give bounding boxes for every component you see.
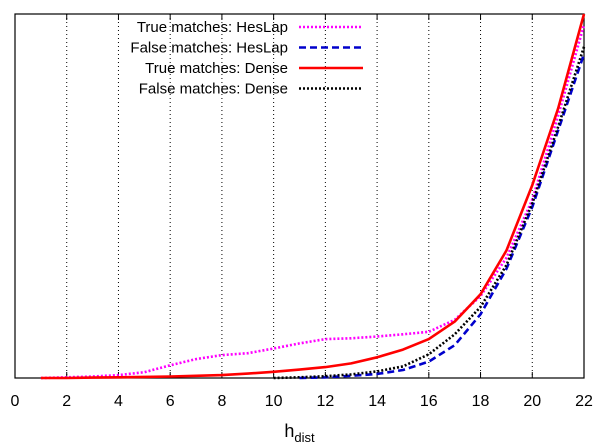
x-tick-label-16: 16: [420, 393, 438, 410]
x-tick-label-8: 8: [217, 393, 226, 410]
x-tick-label-14: 14: [368, 393, 386, 410]
legend-label-2: False matches: HesLap: [130, 40, 288, 57]
x-axis-title: hdist: [284, 421, 315, 445]
x-tick-label-6: 6: [166, 393, 175, 410]
x-axis-title-subscript: dist: [294, 430, 315, 445]
series-line-3: [40, 13, 586, 380]
x-tick-label-4: 4: [114, 393, 123, 410]
x-tick-label-10: 10: [265, 393, 283, 410]
x-tick-label-0: 0: [11, 393, 20, 410]
legend-label-1: True matches: HesLap: [137, 19, 288, 36]
series-line-1: [40, 24, 586, 380]
x-tick-label-18: 18: [472, 393, 490, 410]
x-tick-label-20: 20: [523, 393, 541, 410]
legend-label-4: False matches: Dense: [139, 81, 288, 98]
grid-lines: [66, 14, 533, 378]
legend: True matches: HesLap False matches: HesLa…: [130, 19, 363, 98]
x-tick-label-2: 2: [62, 393, 71, 410]
x-axis-ticks: 0 2 4 6 8 10 12 14 16 18 20 22: [11, 14, 593, 410]
series-lines: [40, 13, 586, 380]
x-tick-label-22: 22: [575, 393, 593, 410]
x-tick-label-12: 12: [316, 393, 334, 410]
series-line-2: [299, 53, 586, 380]
series-line-4: [273, 46, 586, 380]
x-axis-title-main: h: [284, 421, 294, 441]
legend-label-3: True matches: Dense: [145, 60, 288, 77]
